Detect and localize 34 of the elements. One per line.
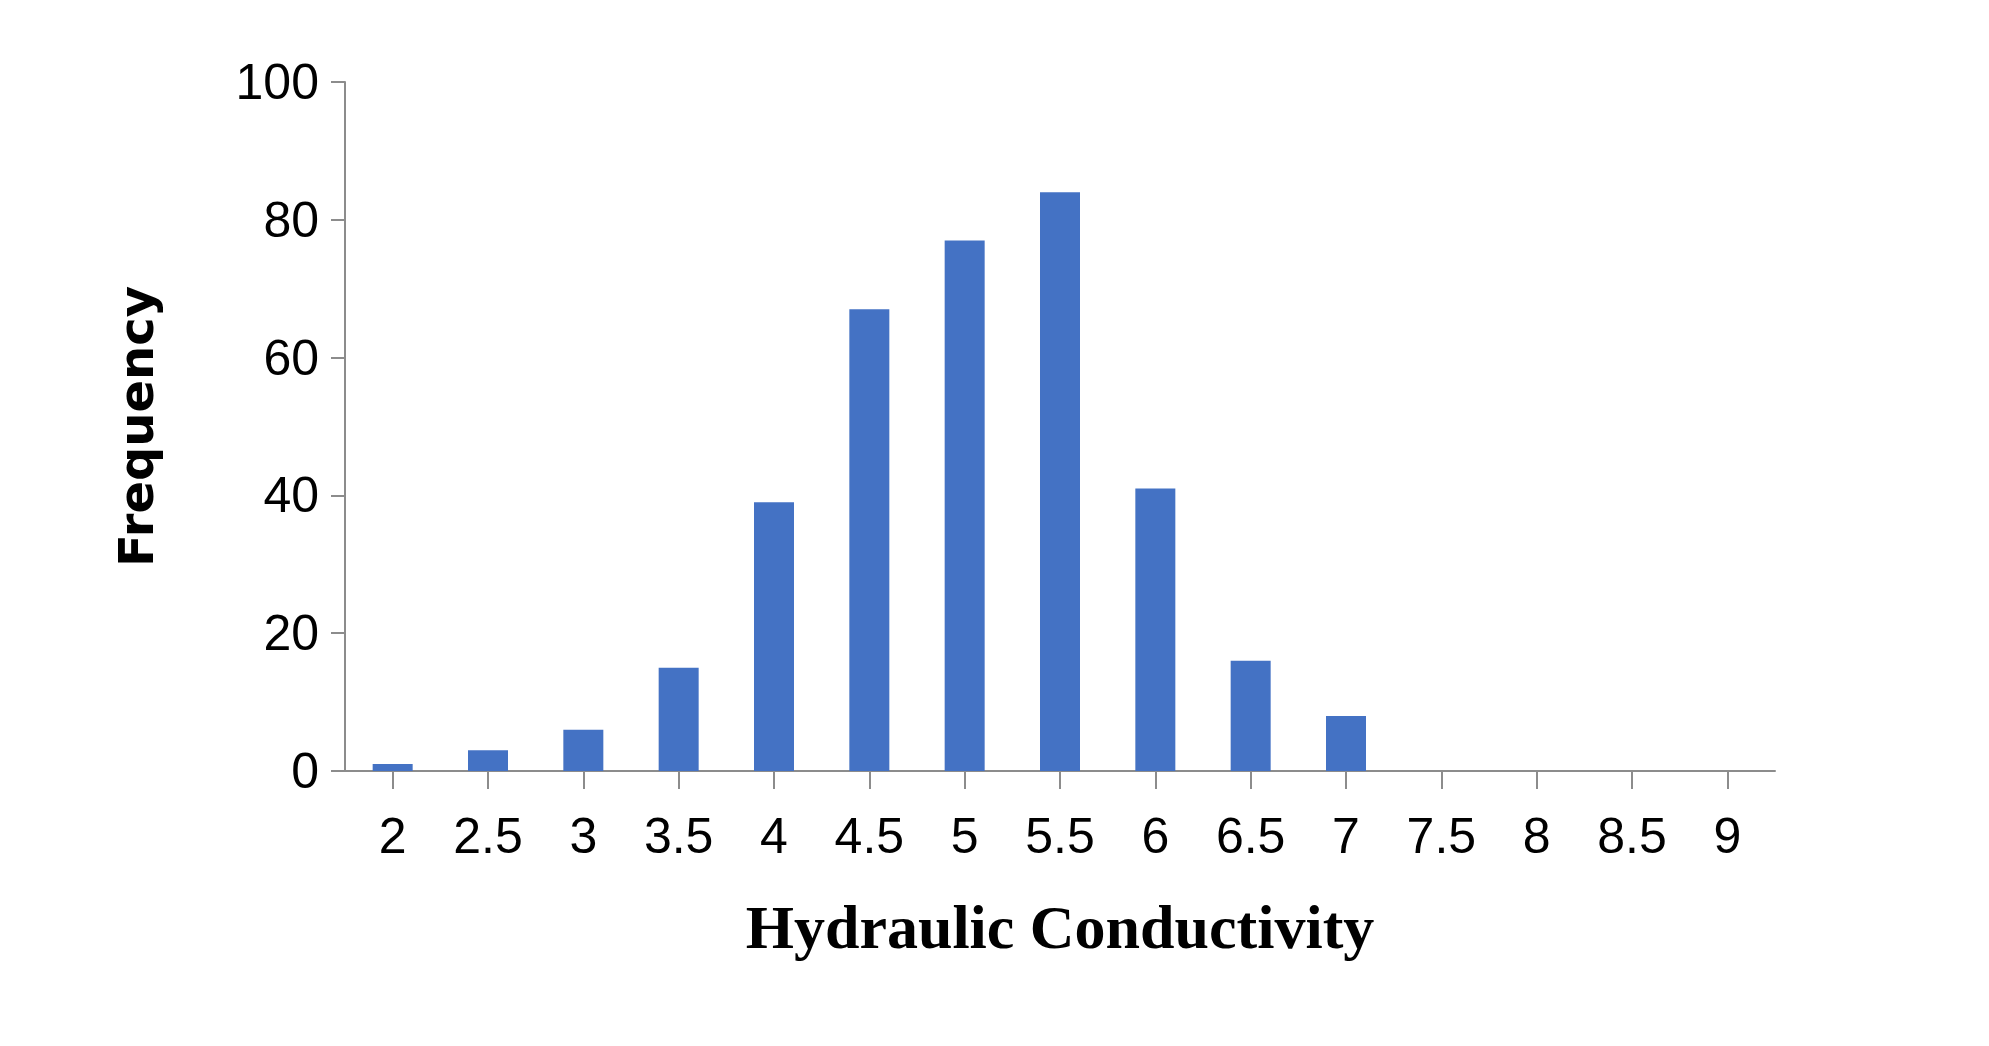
bar: [849, 309, 890, 771]
y-tick-label: 100: [235, 54, 319, 110]
x-tick-label: 7: [1332, 808, 1360, 864]
y-tick-label: 40: [263, 467, 319, 524]
bar: [468, 750, 508, 771]
bar: [754, 502, 794, 771]
x-tick-label: 7.5: [1406, 808, 1477, 864]
bar: [944, 240, 985, 771]
x-tick-label: 2.5: [453, 808, 523, 864]
x-tick-label: 4.5: [834, 808, 905, 864]
bar: [1040, 192, 1080, 771]
y-tick-label: 80: [263, 191, 319, 248]
y-tick-label: 20: [263, 605, 319, 662]
y-axis-title: Frequency: [108, 286, 164, 567]
bar: [1135, 488, 1176, 771]
x-tick-label: 3: [569, 808, 598, 864]
y-tick-label: 0: [291, 743, 319, 799]
x-tick-label: 6: [1141, 808, 1170, 864]
y-tick-label: 60: [263, 329, 319, 386]
bar: [658, 667, 699, 771]
bar: [563, 729, 604, 771]
bar: [1230, 660, 1271, 771]
x-tick-label: 5.5: [1025, 808, 1095, 864]
x-tick-label: 2: [378, 808, 407, 864]
x-tick-label: 3.5: [643, 808, 714, 864]
x-axis-title: Hydraulic Conductivity: [745, 893, 1375, 961]
x-tick-label: 4: [760, 808, 788, 864]
bar: [1326, 715, 1366, 771]
x-tick-label: 8.5: [1597, 808, 1667, 864]
x-tick-label: 5: [950, 808, 979, 864]
x-tick-label: 6.5: [1215, 808, 1286, 864]
bar: [372, 764, 413, 771]
x-tick-label: 8: [1522, 808, 1551, 864]
x-tick-label: 9: [1713, 808, 1742, 864]
